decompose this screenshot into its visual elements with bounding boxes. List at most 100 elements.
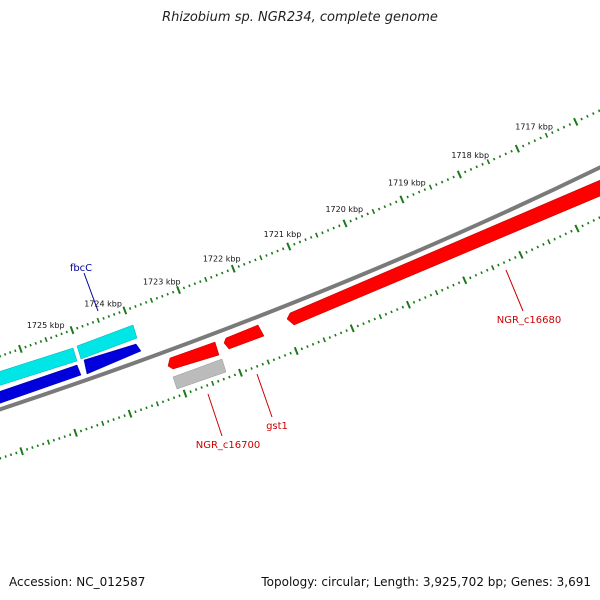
gene-label-fbcC[interactable]: fbcC	[70, 263, 92, 274]
inner-ruler-tick	[446, 286, 450, 290]
outer-ruler-tick	[309, 235, 313, 239]
outer-ruler-tick	[446, 178, 450, 182]
outer-ruler-tick	[107, 315, 111, 318]
gene-label-gst1[interactable]: gst1	[266, 421, 288, 432]
ruler-label: 1717 kbp	[515, 122, 553, 131]
outer-ruler-tick	[134, 305, 137, 308]
ruler-label: 1721 kbp	[264, 230, 302, 239]
outer-ruler-tick	[221, 271, 224, 275]
outer-ruler-tick	[81, 324, 84, 328]
inner-ruler-tick	[167, 398, 170, 402]
red-feature-gst1[interactable]	[223, 324, 265, 350]
red-feature-NGR_c16680[interactable]	[286, 178, 600, 326]
gene-label-NGR_c16680[interactable]: NGR_c16680	[497, 315, 562, 326]
grey-feature[interactable]	[172, 358, 227, 390]
outer-ruler-tick	[166, 292, 169, 296]
gene-label-NGR_c16700[interactable]: NGR_c16700	[196, 440, 261, 451]
inner-ruler-tick	[395, 308, 399, 311]
red-feature-NGR_c16700[interactable]	[167, 341, 220, 370]
outer-ruler-tick	[293, 242, 296, 246]
inner-ruler-tick	[424, 296, 427, 299]
outer-ruler-tick	[96, 317, 100, 323]
inner-ruler-tick	[233, 373, 237, 377]
outer-ruler-tick	[281, 247, 285, 251]
inner-ruler-tick	[222, 377, 225, 381]
ruler-label: 1725 kbp	[27, 321, 65, 330]
inner-ruler-tick	[514, 255, 517, 259]
inner-ruler-tick	[293, 346, 299, 356]
outer-ruler-tick	[326, 228, 330, 232]
inner-ruler-tick	[349, 324, 355, 333]
outer-ruler-tick	[24, 345, 27, 349]
outer-ruler-tick	[86, 322, 89, 326]
inner-ruler-tick	[530, 248, 534, 252]
inner-ruler-tick	[412, 300, 416, 304]
outer-ruler-tick	[118, 311, 121, 314]
accession-text: Accession: NC_012587	[9, 575, 146, 589]
inner-ruler-tick	[36, 444, 39, 448]
inner-ruler-tick	[101, 420, 105, 427]
inner-ruler-tick	[79, 429, 83, 433]
inner-ruler-tick	[0, 456, 2, 460]
outer-ruler-tick	[389, 202, 392, 206]
outer-ruler-tick	[270, 251, 274, 255]
blue-feature-right[interactable]	[83, 343, 142, 375]
outer-ruler-tick	[492, 157, 496, 161]
inner-ruler-tick	[145, 406, 148, 410]
inner-ruler-tick	[317, 340, 320, 344]
outer-ruler-tick	[248, 260, 251, 264]
outer-ruler-tick	[3, 353, 7, 356]
outer-ruler-tick	[304, 238, 307, 242]
inner-ruler-tick	[261, 362, 264, 366]
inner-ruler-tick	[502, 261, 506, 265]
outer-ruler-tick	[265, 254, 268, 257]
inner-ruler-tick	[289, 351, 292, 355]
cyan-feature-right[interactable]	[76, 324, 138, 360]
blue-feature-left[interactable]	[0, 364, 82, 404]
outer-ruler-tick	[475, 165, 478, 169]
outer-ruler-tick	[355, 217, 358, 221]
inner-ruler-tick	[58, 437, 61, 440]
cyan-feature-left[interactable]	[0, 347, 78, 386]
inner-ruler-tick	[272, 358, 276, 362]
inner-ruler-tick	[429, 293, 433, 297]
inner-ruler-tick	[497, 263, 500, 267]
outer-ruler-tick	[149, 297, 154, 303]
outer-ruler-tick	[259, 255, 263, 261]
inner-ruler-tick	[73, 428, 78, 437]
inner-ruler-tick	[283, 353, 287, 357]
inner-ruler-tick	[300, 347, 304, 351]
outer-ruler-tick	[315, 232, 319, 238]
inner-ruler-tick	[339, 331, 343, 335]
outer-ruler-tick	[510, 149, 513, 153]
outer-ruler-tick	[18, 344, 23, 354]
outer-ruler-tick	[155, 296, 159, 300]
inner-ruler-tick	[9, 453, 13, 457]
inner-ruler-tick	[134, 410, 137, 414]
inner-ruler-tick	[228, 375, 231, 379]
inner-ruler-tick	[474, 273, 478, 277]
inner-ruler-tick	[127, 409, 133, 418]
outer-ruler-tick	[463, 170, 467, 174]
inner-ruler-tick	[518, 250, 524, 259]
ruler-label: 1722 kbp	[203, 254, 241, 263]
outer-ruler-tick	[366, 212, 369, 216]
outer-ruler-tick	[394, 200, 398, 204]
outer-ruler-tick	[210, 275, 213, 279]
outer-ruler-tick	[428, 184, 433, 190]
outer-ruler-tick	[521, 144, 525, 148]
outer-ruler-tick	[539, 136, 542, 140]
outer-ruler-tick	[39, 340, 43, 343]
inner-ruler-tick	[63, 435, 66, 438]
outer-ruler-tick	[349, 219, 352, 223]
inner-ruler-tick	[107, 420, 110, 423]
outer-ruler-tick	[383, 205, 387, 209]
inner-ruler-tick	[525, 250, 528, 254]
inner-ruler-tick	[200, 386, 203, 389]
inner-ruler-tick	[570, 229, 573, 233]
inner-ruler-tick	[85, 427, 88, 431]
outer-ruler-tick	[586, 114, 589, 118]
outer-ruler-tick	[226, 269, 229, 273]
inner-ruler-tick	[250, 367, 253, 370]
outer-ruler-tick	[14, 349, 17, 353]
